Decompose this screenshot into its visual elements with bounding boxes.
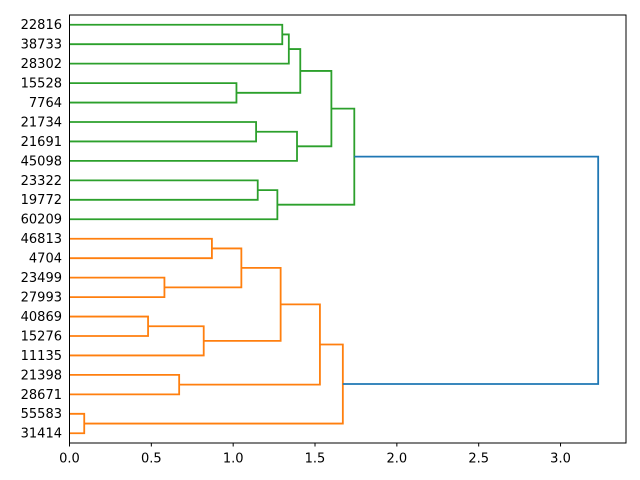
x-tick-label: 1.0 xyxy=(223,452,244,467)
dendrogram-link-m12 xyxy=(69,276,166,298)
leaf-label: 27993 xyxy=(21,291,62,306)
leaf-label: 28671 xyxy=(21,388,62,403)
leaf-label: 28302 xyxy=(21,57,62,72)
dendrogram-links xyxy=(69,23,600,435)
leaf-label: 21691 xyxy=(21,135,62,150)
leaf-label: 4704 xyxy=(29,252,62,267)
leaf-label: 7764 xyxy=(29,96,62,111)
x-tick-label: 0.5 xyxy=(141,452,162,467)
x-tick-label: 1.5 xyxy=(305,452,326,467)
leaf-label: 15276 xyxy=(21,329,62,344)
leaf-label: 31414 xyxy=(21,427,62,442)
dendrogram-link-m21 xyxy=(342,155,600,385)
leaf-label: 55583 xyxy=(21,407,62,422)
dendrogram-link-m4 xyxy=(236,48,302,94)
dendrogram-link-m10 xyxy=(277,107,356,206)
leaf-label: 23499 xyxy=(21,271,62,286)
x-tick-label: 0.0 xyxy=(59,452,80,467)
leaf-label: 15528 xyxy=(21,77,62,92)
leaf-label: 21398 xyxy=(21,368,62,383)
x-tick-label: 2.0 xyxy=(387,452,408,467)
dendrogram-link-m14 xyxy=(69,315,149,337)
x-tick-label: 2.5 xyxy=(468,452,489,467)
dendrogram-link-m3 xyxy=(69,82,238,104)
dendrogram-link-m11 xyxy=(69,237,213,260)
dendrogram-link-m9 xyxy=(69,189,279,221)
dendrogram-link-m1 xyxy=(69,23,284,46)
dendrogram-link-m15 xyxy=(69,325,205,357)
leaf-label: 38733 xyxy=(21,38,62,53)
dendrogram-link-m17 xyxy=(69,374,181,396)
dendrogram-link-m13 xyxy=(164,247,243,289)
dendrogram-link-m2 xyxy=(69,33,290,65)
leaf-label: 11135 xyxy=(21,349,62,364)
leaf-label: 22816 xyxy=(21,18,62,33)
plot-spines xyxy=(69,14,627,444)
axes xyxy=(69,14,627,447)
leaf-label: 21734 xyxy=(21,115,62,130)
leaf-label: 46813 xyxy=(21,232,62,247)
axis-labels: 0.0 0.5 1.0 1.5 2.0 2.5 3.0 22816 38733 28302 1552… xyxy=(21,18,571,466)
leaf-label: 40869 xyxy=(21,310,62,325)
dendrogram-link-m7 xyxy=(297,70,333,148)
dendrogram-link-m5 xyxy=(69,121,257,143)
leaf-label: 45098 xyxy=(21,154,62,169)
leaf-label: 19772 xyxy=(21,193,62,208)
x-tick-label: 3.0 xyxy=(550,452,571,467)
leaf-label: 23322 xyxy=(21,174,62,189)
dendrogram-link-m8 xyxy=(69,179,259,201)
leaf-label: 60209 xyxy=(21,213,62,228)
dendrogram-link-m6 xyxy=(69,130,298,162)
dendrogram-link-m18 xyxy=(179,303,321,386)
dendrogram-link-m19 xyxy=(69,412,86,435)
